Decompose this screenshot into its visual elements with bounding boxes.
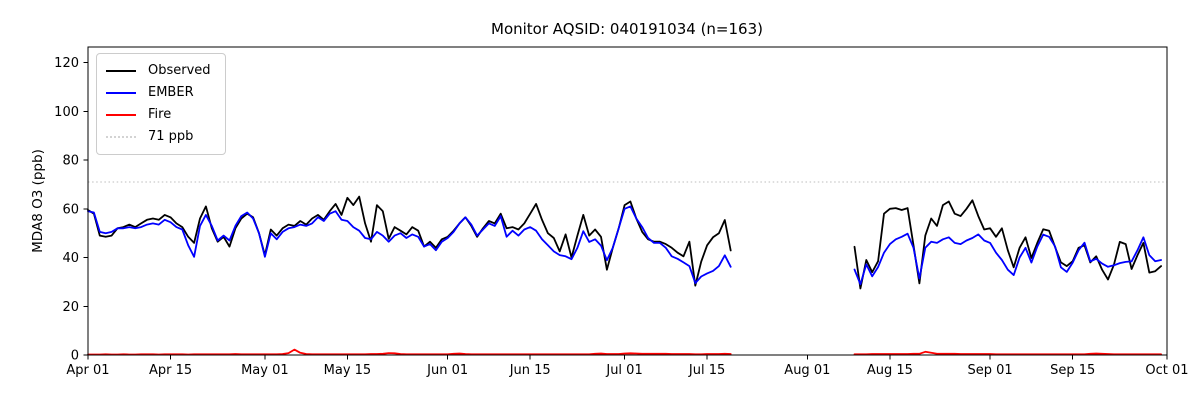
x-tick-label: Apr 15 bbox=[149, 363, 192, 378]
x-tick-label: Sep 01 bbox=[968, 363, 1013, 378]
y-tick-label: 20 bbox=[62, 300, 79, 315]
chart-title: Monitor AQSID: 040191034 (n=163) bbox=[491, 20, 763, 38]
x-tick-label: Apr 01 bbox=[66, 363, 109, 378]
legend: Observed EMBER Fire 71 ppb bbox=[96, 53, 226, 155]
legend-item-observed: Observed bbox=[106, 60, 211, 82]
ember-line bbox=[87, 205, 732, 285]
fire-line bbox=[87, 348, 732, 356]
legend-item-ember: EMBER bbox=[106, 82, 211, 104]
x-tick-label: May 15 bbox=[324, 363, 372, 378]
legend-label: Observed bbox=[148, 63, 211, 78]
y-tick-label: 0 bbox=[71, 349, 79, 364]
x-tick-label: Aug 15 bbox=[867, 363, 913, 378]
legend-line-swatch bbox=[106, 92, 136, 94]
x-tick-label: Aug 01 bbox=[784, 363, 830, 378]
x-tick-label: Oct 01 bbox=[1145, 363, 1188, 378]
x-tick-label: Sep 15 bbox=[1050, 363, 1095, 378]
legend-line-swatch bbox=[106, 70, 136, 72]
observed-line bbox=[87, 195, 732, 287]
legend-item-71-ppb: 71 ppb bbox=[106, 126, 211, 148]
legend-label: Fire bbox=[148, 107, 172, 122]
ember-line bbox=[853, 232, 1162, 286]
legend-line-swatch bbox=[106, 136, 136, 138]
x-tick-label: Jun 15 bbox=[509, 363, 551, 378]
legend-line-swatch bbox=[106, 114, 136, 116]
y-tick-label: 120 bbox=[54, 56, 79, 71]
x-tick-label: Jul 01 bbox=[605, 363, 642, 378]
x-tick-label: May 01 bbox=[241, 363, 289, 378]
y-tick-label: 80 bbox=[62, 154, 79, 169]
x-tick-label: Jun 01 bbox=[426, 363, 468, 378]
axes-border bbox=[87, 46, 1168, 356]
y-tick-label: 100 bbox=[54, 105, 79, 120]
y-tick-label: 60 bbox=[62, 202, 79, 217]
y-tick-label: 40 bbox=[62, 251, 79, 266]
legend-label: 71 ppb bbox=[148, 129, 194, 144]
legend-item-fire: Fire bbox=[106, 104, 211, 126]
observed-line bbox=[853, 199, 1162, 290]
legend-label: EMBER bbox=[148, 85, 194, 100]
x-tick-label: Jul 15 bbox=[688, 363, 725, 378]
fire-line bbox=[853, 350, 1162, 356]
